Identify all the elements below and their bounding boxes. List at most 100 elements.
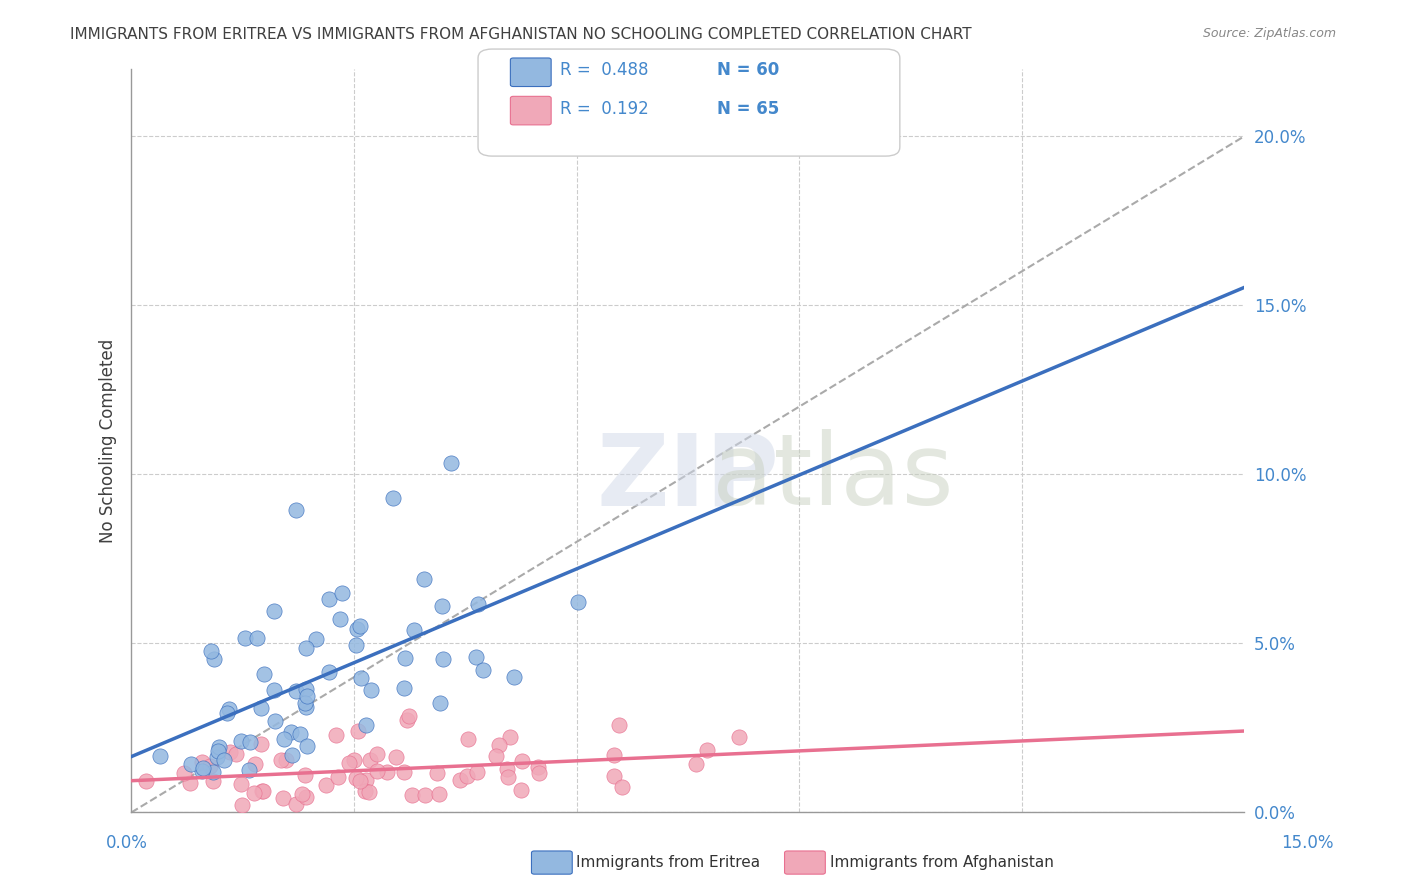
Point [215, 706, 238, 720]
Point [305, 632, 328, 646]
Point [381, 491, 404, 506]
Point [252, 784, 274, 798]
Point [349, 773, 371, 788]
Text: Immigrants from Eritrea: Immigrants from Eritrea [576, 855, 761, 870]
Point [280, 748, 302, 763]
Text: 15.0%: 15.0% [1281, 834, 1334, 852]
Point [457, 732, 479, 747]
Text: IMMIGRANTS FROM ERITREA VS IMMIGRANTS FROM AFGHANISTAN NO SCHOOLING COMPLETED CO: IMMIGRANTS FROM ERITREA VS IMMIGRANTS FR… [70, 27, 972, 42]
Point [402, 624, 425, 638]
Point [685, 756, 707, 771]
Point [205, 750, 228, 764]
Point [488, 738, 510, 752]
Point [273, 732, 295, 747]
Point [401, 788, 423, 802]
Point [727, 730, 749, 744]
Text: R =  0.488: R = 0.488 [560, 61, 648, 78]
Point [270, 754, 292, 768]
Point [359, 753, 381, 767]
Point [284, 797, 307, 812]
Text: N = 65: N = 65 [717, 100, 779, 118]
Point [238, 763, 260, 777]
Point [173, 766, 195, 780]
Point [297, 739, 319, 753]
Text: R =  0.192: R = 0.192 [560, 100, 648, 118]
Point [294, 696, 316, 710]
Point [295, 789, 318, 804]
Point [344, 771, 367, 785]
Point [208, 739, 231, 754]
Point [385, 749, 408, 764]
Y-axis label: No Schooling Completed: No Schooling Completed [100, 338, 117, 542]
Point [392, 765, 415, 780]
Point [231, 797, 253, 812]
Point [350, 671, 373, 685]
Point [243, 756, 266, 771]
Point [472, 663, 495, 677]
Point [202, 652, 225, 666]
Point [603, 748, 626, 763]
Point [394, 651, 416, 665]
Point [225, 747, 247, 761]
Point [149, 748, 172, 763]
Point [252, 667, 274, 681]
Text: Source: ZipAtlas.com: Source: ZipAtlas.com [1202, 27, 1336, 40]
Point [318, 665, 340, 679]
Point [218, 702, 240, 716]
Point [413, 572, 436, 586]
Point [295, 681, 318, 696]
Point [273, 791, 295, 805]
Point [426, 765, 449, 780]
Point [349, 619, 371, 633]
Point [315, 778, 337, 792]
Point [190, 755, 212, 769]
Point [202, 764, 225, 779]
Point [449, 773, 471, 788]
Point [280, 725, 302, 739]
Point [360, 682, 382, 697]
Point [427, 787, 450, 801]
Point [465, 765, 488, 780]
Point [180, 757, 202, 772]
Point [318, 591, 340, 606]
Point [191, 764, 214, 779]
Text: 0.0%: 0.0% [105, 834, 148, 852]
Point [263, 683, 285, 698]
Point [354, 718, 377, 732]
Point [503, 670, 526, 684]
Point [200, 644, 222, 658]
Point [295, 700, 318, 714]
Point [179, 775, 201, 789]
Point [191, 761, 214, 775]
Point [357, 785, 380, 799]
Point [337, 756, 360, 771]
Point [610, 780, 633, 794]
Point [510, 754, 533, 768]
Point [330, 586, 353, 600]
Point [366, 764, 388, 779]
Text: atlas: atlas [711, 429, 953, 526]
Point [432, 599, 454, 613]
Point [366, 747, 388, 761]
Point [456, 769, 478, 783]
Point [602, 769, 624, 783]
Point [264, 714, 287, 728]
Point [696, 743, 718, 757]
Point [229, 733, 252, 747]
Point [496, 762, 519, 776]
Point [239, 735, 262, 749]
Point [464, 649, 486, 664]
Point [291, 787, 314, 801]
Text: ZIP: ZIP [596, 429, 779, 526]
Point [250, 784, 273, 798]
Point [354, 772, 377, 787]
Point [526, 760, 548, 774]
Point [263, 604, 285, 618]
Point [429, 697, 451, 711]
Point [395, 714, 418, 728]
Point [294, 767, 316, 781]
Point [343, 753, 366, 767]
Point [527, 766, 550, 780]
Point [346, 638, 368, 652]
Point [394, 681, 416, 695]
